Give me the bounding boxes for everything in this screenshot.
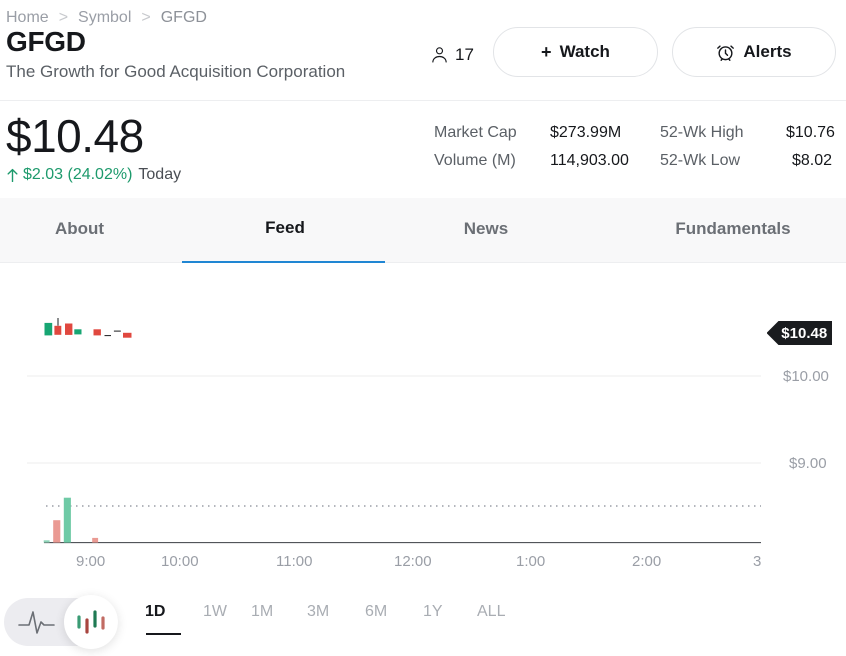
- svg-text:$10.00: $10.00: [783, 368, 829, 385]
- svg-text:1:00: 1:00: [516, 553, 545, 570]
- svg-text:3: 3: [753, 553, 761, 570]
- svg-text:10:00: 10:00: [161, 553, 199, 570]
- svg-text:$9.00: $9.00: [789, 455, 827, 472]
- svg-text:9:00: 9:00: [76, 553, 105, 570]
- svg-text:12:00: 12:00: [394, 553, 432, 570]
- svg-text:2:00: 2:00: [632, 553, 661, 570]
- svg-text:11:00: 11:00: [276, 553, 312, 570]
